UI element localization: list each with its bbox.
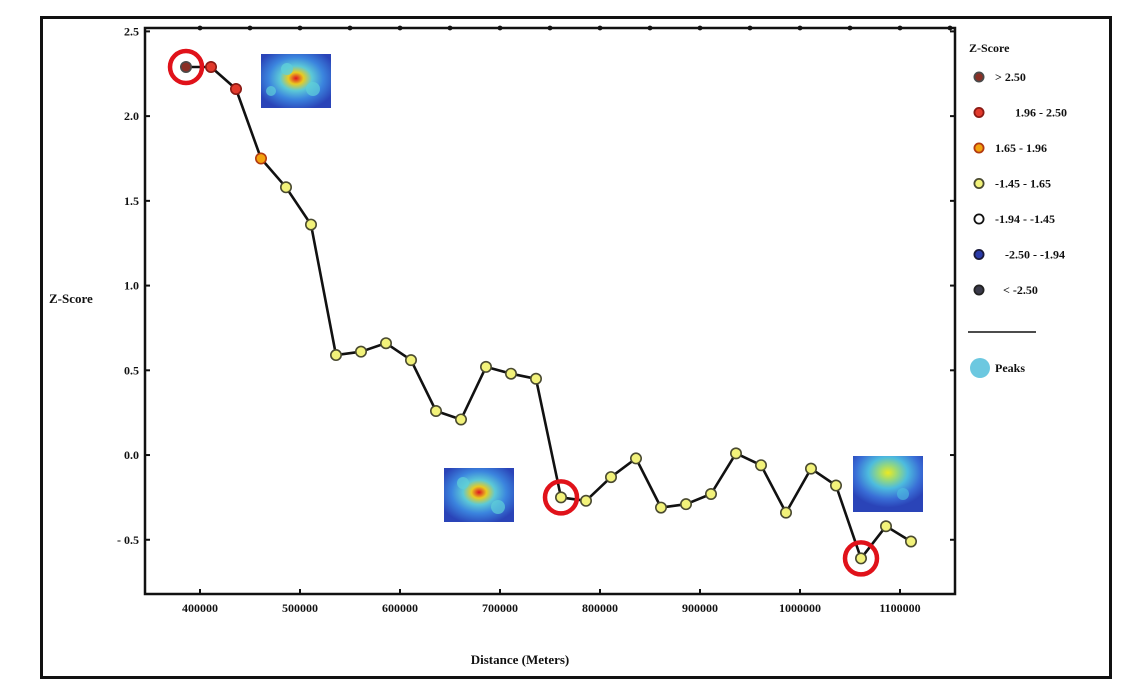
plot-area bbox=[143, 26, 957, 596]
top-tick-mark bbox=[897, 25, 903, 31]
data-point bbox=[329, 349, 342, 362]
top-tick-mark bbox=[647, 25, 653, 31]
top-tick-mark bbox=[247, 25, 253, 31]
top-tick-mark bbox=[747, 25, 753, 31]
heatmap-peak-1 bbox=[261, 54, 331, 108]
top-tick-mark bbox=[297, 25, 303, 31]
data-point bbox=[604, 471, 617, 484]
top-tick-mark bbox=[447, 25, 453, 31]
peak-ring bbox=[167, 48, 205, 86]
data-point bbox=[704, 488, 717, 501]
data-point bbox=[679, 498, 692, 511]
data-point bbox=[729, 447, 742, 460]
x-tick-label: 1000000 bbox=[779, 601, 821, 615]
top-tick-mark bbox=[697, 25, 703, 31]
legend-item-label: 1.96 - 2.50 bbox=[1015, 106, 1067, 120]
heatmap-peak-3 bbox=[853, 456, 923, 512]
data-point bbox=[429, 404, 442, 417]
legend-title: Z-Score bbox=[969, 41, 1010, 55]
legend-peaks-label: Peaks bbox=[995, 361, 1025, 375]
top-tick-mark bbox=[197, 25, 203, 31]
data-point bbox=[829, 479, 842, 492]
legend-swatch bbox=[973, 107, 985, 119]
zscore-distance-chart: 400000 500000 600000 700000 800000 900000 1000… bbox=[49, 24, 1067, 667]
data-point bbox=[479, 360, 492, 373]
legend-item-label: -1.45 - 1.65 bbox=[995, 177, 1051, 191]
legend-peaks-swatch bbox=[970, 358, 990, 378]
data-point bbox=[904, 535, 917, 548]
x-tick-label: 800000 bbox=[582, 601, 618, 615]
data-point bbox=[180, 60, 193, 73]
top-tick-mark bbox=[597, 25, 603, 31]
x-tick-label: 700000 bbox=[482, 601, 518, 615]
legend-item-label: > 2.50 bbox=[995, 70, 1026, 84]
data-point bbox=[230, 83, 243, 96]
peak-ring bbox=[842, 540, 880, 577]
y-tick-label: - 0.5 bbox=[117, 533, 139, 547]
data-point bbox=[579, 494, 592, 507]
y-axis-ticks bbox=[145, 30, 955, 541]
legend: Z-Score > 2.50 1.96 - 2.50 1.65 - 1.96 -1.4… bbox=[968, 41, 1067, 378]
data-point bbox=[205, 60, 218, 73]
y-tick-label: 0.0 bbox=[124, 448, 139, 462]
x-axis-ticks bbox=[197, 25, 953, 594]
x-tick-label: 1100000 bbox=[879, 601, 920, 615]
y-tick-label: 2.5 bbox=[124, 24, 139, 38]
heatmap-peak-2 bbox=[444, 468, 514, 522]
legend-item-label: < -2.50 bbox=[1003, 283, 1038, 297]
x-axis-title: Distance (Meters) bbox=[471, 652, 570, 667]
data-point bbox=[379, 337, 392, 350]
peak-markers bbox=[167, 48, 880, 577]
data-point bbox=[629, 452, 642, 465]
data-point bbox=[854, 552, 867, 565]
legend-swatch bbox=[973, 213, 985, 225]
y-axis-title: Z-Score bbox=[49, 291, 93, 306]
data-point bbox=[779, 506, 792, 519]
data-point bbox=[404, 354, 417, 367]
top-tick-mark bbox=[547, 25, 553, 31]
data-point bbox=[304, 218, 317, 231]
data-point bbox=[354, 345, 367, 358]
data-point bbox=[804, 462, 817, 475]
legend-item-label: -1.94 - -1.45 bbox=[995, 212, 1055, 226]
top-tick-mark bbox=[347, 25, 353, 31]
legend-item-label: -2.50 - -1.94 bbox=[1005, 248, 1065, 262]
legend-swatch bbox=[973, 71, 985, 83]
zscore-line bbox=[186, 65, 912, 560]
x-tick-label: 900000 bbox=[682, 601, 718, 615]
data-point bbox=[554, 491, 567, 504]
x-axis-tick-labels: 400000 500000 600000 700000 800000 900000 1000… bbox=[182, 601, 921, 615]
figure-frame: 400000 500000 600000 700000 800000 900000 1000… bbox=[40, 16, 1112, 679]
top-tick-mark bbox=[947, 25, 953, 31]
x-tick-label: 400000 bbox=[182, 601, 218, 615]
x-tick-label: 600000 bbox=[382, 601, 418, 615]
y-tick-label: 1.0 bbox=[124, 279, 139, 293]
top-tick-mark bbox=[497, 25, 503, 31]
data-point bbox=[654, 501, 667, 514]
data-point bbox=[529, 372, 542, 385]
y-tick-label: 1.5 bbox=[124, 194, 139, 208]
top-tick-mark bbox=[847, 25, 853, 31]
data-point bbox=[255, 152, 268, 165]
top-tick-mark bbox=[797, 25, 803, 31]
y-axis-tick-labels: 2.5 2.0 1.5 1.0 0.5 0.0 - 0.5 bbox=[117, 24, 139, 546]
data-point bbox=[280, 181, 293, 194]
data-point bbox=[879, 520, 892, 533]
top-tick-mark bbox=[397, 25, 403, 31]
legend-swatch bbox=[973, 284, 985, 296]
data-point bbox=[504, 367, 517, 380]
data-points bbox=[180, 60, 917, 565]
peak-ring bbox=[542, 479, 580, 516]
legend-item-label: 1.65 - 1.96 bbox=[995, 141, 1047, 155]
y-tick-label: 0.5 bbox=[124, 363, 139, 377]
data-point bbox=[454, 413, 467, 426]
x-tick-label: 500000 bbox=[282, 601, 318, 615]
data-point bbox=[754, 459, 767, 472]
legend-swatch bbox=[973, 177, 985, 189]
legend-swatch bbox=[973, 248, 985, 260]
legend-swatch bbox=[973, 142, 985, 154]
y-tick-label: 2.0 bbox=[124, 109, 139, 123]
